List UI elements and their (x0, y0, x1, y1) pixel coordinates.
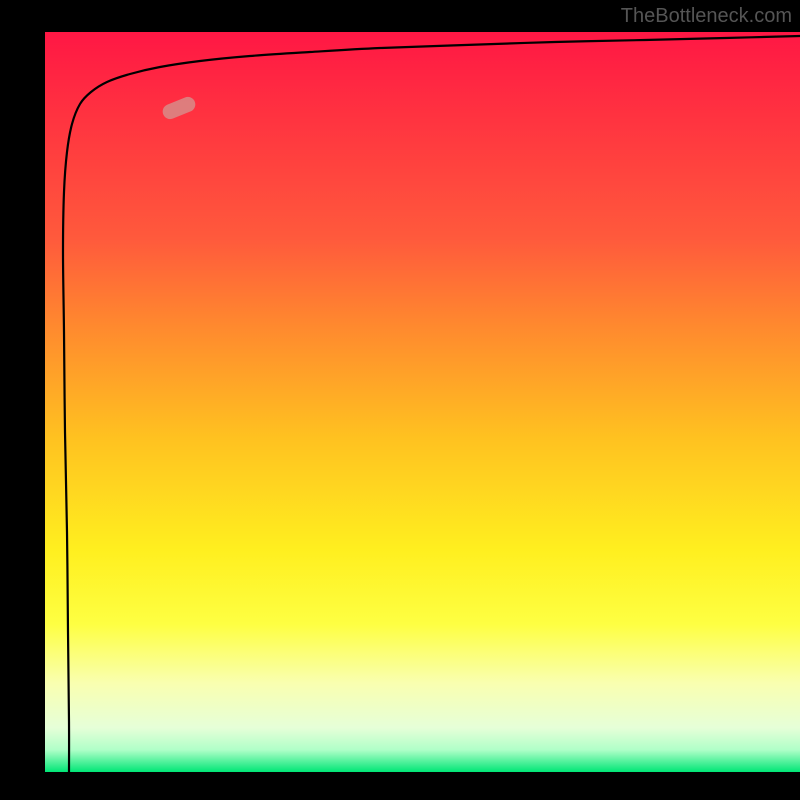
bottleneck-curve (63, 36, 800, 772)
marker-capsule (160, 95, 197, 122)
watermark-text: TheBottleneck.com (621, 5, 792, 28)
plot-area (45, 32, 800, 772)
chart-container: TheBottleneck.com (0, 0, 800, 800)
curve-layer (45, 32, 800, 772)
